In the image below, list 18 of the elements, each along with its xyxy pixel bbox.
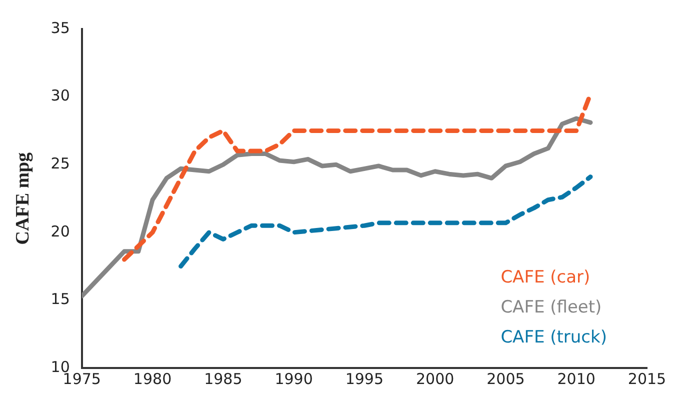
x-tick-label: 2010: [557, 370, 596, 388]
y-tick-label: 30: [50, 86, 70, 105]
x-tick-label: 1990: [274, 370, 313, 388]
x-tick-label: 2015: [628, 370, 666, 388]
x-tick-label: 2005: [486, 370, 525, 388]
x-tick-label: 1985: [204, 370, 242, 388]
y-axis-title: CAFE mpg: [12, 152, 34, 245]
x-tick-label: 2000: [416, 370, 454, 388]
y-tick-label: 15: [50, 290, 70, 308]
y-tick-label: 25: [50, 154, 70, 172]
y-tick-label: 20: [50, 222, 70, 240]
line-series: [178, 174, 593, 269]
text: CAFE (truck): [500, 327, 608, 348]
x-tick-label: 1995: [345, 370, 384, 388]
text: CAFE (fleet): [500, 297, 602, 318]
x-tick-label: 1980: [133, 370, 172, 388]
y-tick-label: 35: [50, 18, 70, 37]
text: CAFE (car): [500, 267, 590, 288]
